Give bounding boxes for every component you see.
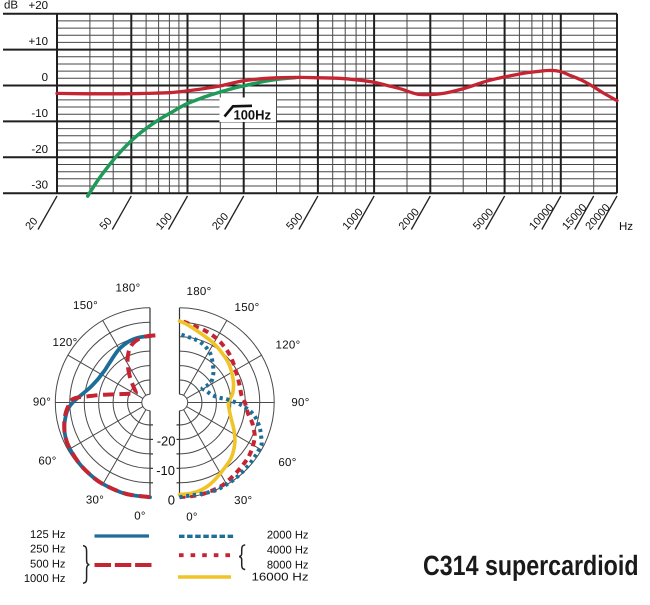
svg-text:180°: 180° [187,286,212,298]
svg-text:60°: 60° [38,456,56,468]
svg-text:dB: dB [4,0,18,12]
svg-text:8000 Hz: 8000 Hz [267,560,309,572]
svg-text:30°: 30° [86,495,104,507]
svg-text:2000 Hz: 2000 Hz [267,530,309,542]
svg-text:125 Hz: 125 Hz [30,529,66,541]
svg-text:90°: 90° [33,397,51,409]
svg-text:0: 0 [168,493,175,508]
svg-text:0: 0 [42,72,48,84]
svg-text:0°: 0° [134,511,146,523]
svg-text:0°: 0° [186,512,198,524]
svg-text:250 Hz: 250 Hz [30,544,66,556]
svg-text:4000 Hz: 4000 Hz [267,545,309,557]
svg-text:C314 supercardioid: C314 supercardioid [423,550,639,581]
svg-text:16000 Hz: 16000 Hz [252,572,309,584]
svg-text:+20: +20 [28,0,48,12]
svg-text:30°: 30° [234,495,252,507]
svg-text:-10: -10 [156,463,175,478]
svg-text:1000 Hz: 1000 Hz [24,573,66,585]
svg-text:100Hz: 100Hz [234,108,272,123]
svg-text:-20: -20 [31,144,48,156]
svg-text:Hz: Hz [619,221,633,233]
svg-text:-20: -20 [157,434,176,449]
svg-text:500 Hz: 500 Hz [30,559,66,571]
svg-text:120°: 120° [276,340,301,352]
svg-text:150°: 150° [235,302,260,314]
svg-text:+10: +10 [28,36,48,48]
svg-text:120°: 120° [53,337,78,349]
svg-text:90°: 90° [291,397,309,409]
svg-text:180°: 180° [116,283,141,295]
svg-text:150°: 150° [73,300,98,312]
svg-text:-10: -10 [31,108,48,120]
svg-text:-30: -30 [31,180,48,192]
svg-text:60°: 60° [278,457,296,469]
